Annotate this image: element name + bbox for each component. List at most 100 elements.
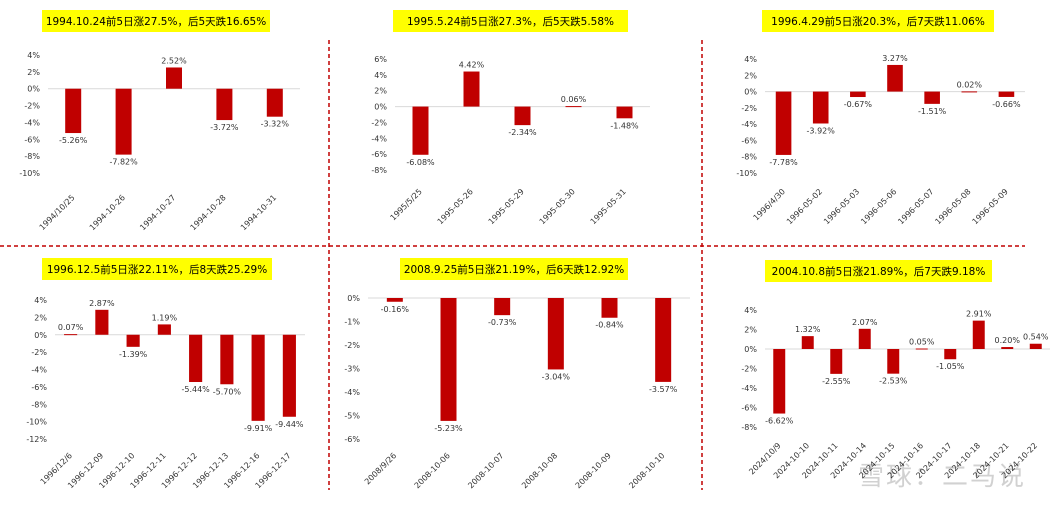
bar <box>850 91 866 98</box>
data-label: -6.08% <box>406 158 435 167</box>
y-tick-label: 4% <box>34 296 47 305</box>
y-tick-label: -6% <box>24 135 40 144</box>
data-label: -7.82% <box>109 158 138 167</box>
y-tick-label: 4% <box>744 55 757 64</box>
y-tick-label: -4% <box>31 366 47 375</box>
data-label: -3.04% <box>542 372 571 381</box>
bar <box>64 334 78 336</box>
y-tick-label: 2% <box>744 326 757 335</box>
bar <box>166 67 182 89</box>
bar <box>924 91 940 104</box>
data-label: 1.32% <box>795 325 821 334</box>
y-tick-label: 0% <box>744 88 757 97</box>
chart-title-bg <box>393 10 628 32</box>
y-tick-label: -1% <box>344 318 360 327</box>
chart-title: 1995.5.24前5日涨27.3%，后5天跌5.58% <box>407 15 614 28</box>
bar <box>565 106 582 108</box>
data-label: -2.53% <box>879 377 908 386</box>
data-label: -2.34% <box>508 128 537 137</box>
y-tick-label: 0% <box>347 294 360 303</box>
data-label: -6.62% <box>765 417 794 426</box>
bar <box>998 91 1015 97</box>
x-tick-label: 1994-10-27 <box>138 193 177 232</box>
x-tick-label: 2008/9/26 <box>363 451 398 486</box>
bar <box>463 71 480 107</box>
data-label: 0.02% <box>957 80 983 89</box>
data-label: -3.72% <box>210 123 239 132</box>
data-label: -1.51% <box>918 107 947 116</box>
y-tick-label: -2% <box>24 102 40 111</box>
y-tick-label: -10% <box>26 418 47 427</box>
x-tick-label: 2008-10-06 <box>413 451 452 490</box>
bar <box>887 64 903 92</box>
x-tick-label: 1995-05-29 <box>487 187 526 226</box>
chart-panel-2: 1995.5.24前5日涨27.3%，后5天跌5.58% 6% 4% 2% 0% -2% -… <box>371 10 650 226</box>
bar <box>887 349 900 374</box>
y-tick-label: -6% <box>741 404 757 413</box>
data-label: 4.42% <box>459 61 485 70</box>
bar <box>601 298 618 318</box>
x-tick-label: 1996/4/30 <box>752 187 787 222</box>
data-label: 0.06% <box>561 95 587 104</box>
bar <box>547 298 564 370</box>
y-tick-label: -4% <box>741 384 757 393</box>
y-tick-label: -2% <box>741 365 757 374</box>
y-tick-label: 4% <box>744 306 757 315</box>
y-tick-label: -3% <box>344 365 360 374</box>
chart-panel-1: 1994.10.24前5日涨27.5%，后5天跌16.65% 4% 2% 0% -2% -… <box>19 10 300 232</box>
x-tick-label: 2008-10-10 <box>627 451 666 490</box>
bar <box>412 106 429 155</box>
bar <box>494 298 511 316</box>
bar <box>266 88 283 117</box>
bar <box>812 91 829 124</box>
y-tick-label: -12% <box>26 435 47 444</box>
y-tick-label: -4% <box>24 118 40 127</box>
data-label: -9.91% <box>244 424 273 433</box>
data-label: -7.78% <box>769 158 798 167</box>
y-tick-label: -8% <box>371 166 387 175</box>
y-tick-label: -6% <box>371 150 387 159</box>
data-label: 2.52% <box>161 56 187 65</box>
chart-title: 2004.10.8前5日涨21.89%，后7天跌9.18% <box>772 265 986 278</box>
y-tick-label: -2% <box>31 348 47 357</box>
y-tick-label: 0% <box>27 85 40 94</box>
chart-panel-3: 1996.4.29前5日涨20.3%，后7天跌11.06% 4% 2% 0% -2% -4… <box>736 10 1025 226</box>
data-label: -1.48% <box>610 121 639 130</box>
x-tick-label: 2008-10-09 <box>574 451 613 490</box>
y-tick-label: -10% <box>736 169 757 178</box>
chart-title-bg <box>42 10 270 32</box>
bar <box>157 324 171 335</box>
y-tick-label: -8% <box>24 152 40 161</box>
y-tick-label: 0% <box>374 103 387 112</box>
bar <box>95 309 109 335</box>
data-label: -1.39% <box>119 350 148 359</box>
bar <box>915 348 928 350</box>
y-tick-label: 4% <box>374 71 387 80</box>
bar <box>251 334 265 421</box>
x-tick-label: 1996-05-03 <box>822 187 861 226</box>
chart-title: 1996.12.5前5日涨22.11%，后8天跌25.29% <box>47 263 267 276</box>
data-label: 0.05% <box>909 338 935 347</box>
chart-title-bg <box>400 258 628 280</box>
x-tick-label: 1995-05-26 <box>436 187 475 226</box>
bar <box>282 334 296 417</box>
y-tick-label: -8% <box>31 400 47 409</box>
x-tick-label: 1994-10-31 <box>239 193 278 232</box>
chart-title-bg <box>42 258 272 280</box>
data-label: -0.84% <box>595 321 624 330</box>
y-tick-label: -6% <box>741 136 757 145</box>
x-tick-label: 1994/10/25 <box>38 193 77 232</box>
data-label: 2.87% <box>89 299 115 308</box>
data-label: -5.26% <box>59 136 88 145</box>
chart-title: 2008.9.25前5日涨21.19%，后6天跌12.92% <box>404 263 624 276</box>
data-label: -0.16% <box>381 305 410 314</box>
data-label: -0.66% <box>992 100 1021 109</box>
y-tick-label: 2% <box>27 68 40 77</box>
x-tick-label: 1994-10-26 <box>88 193 127 232</box>
bar <box>386 298 403 302</box>
x-tick-label: 1995-05-30 <box>538 187 577 226</box>
bar <box>801 336 814 349</box>
bar <box>858 328 871 349</box>
y-tick-label: -4% <box>371 134 387 143</box>
